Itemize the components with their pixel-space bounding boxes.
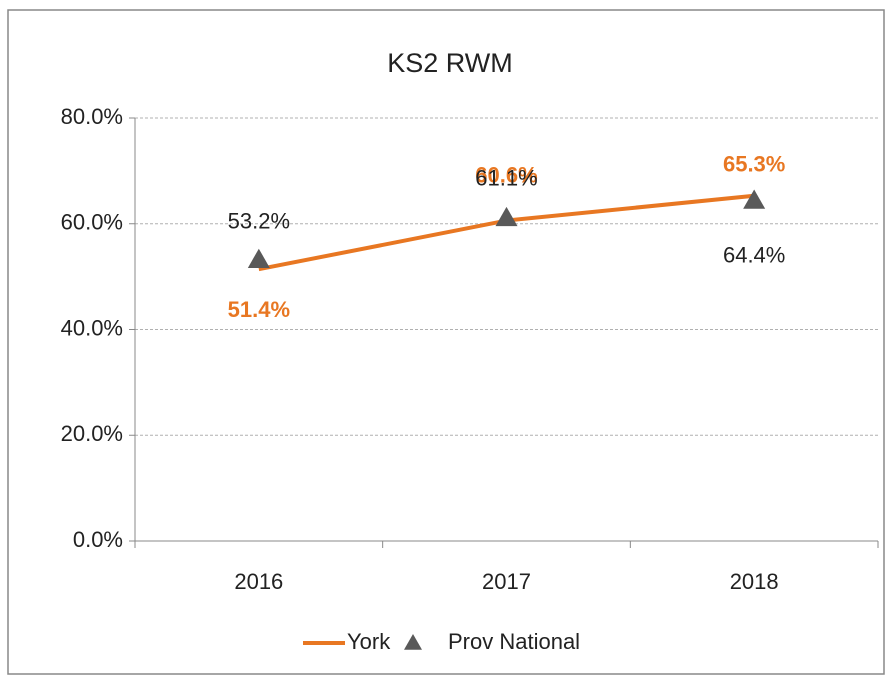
y-tick-label: 60.0%: [61, 210, 123, 235]
data-label: 64.4%: [723, 242, 785, 267]
legend-label: York: [347, 629, 391, 654]
marker: [247, 248, 270, 268]
y-tick-label: 40.0%: [61, 315, 123, 340]
x-tick-label: 2017: [482, 569, 531, 594]
data-label: 60.6%: [475, 162, 537, 187]
marker: [743, 189, 766, 209]
data-label: 61.1%: [475, 166, 537, 191]
legend-marker: [404, 634, 422, 650]
x-tick-label: 2016: [234, 569, 283, 594]
legend-label: Prov National: [448, 629, 580, 654]
y-tick-label: 0.0%: [73, 527, 123, 552]
y-tick-label: 20.0%: [61, 421, 123, 446]
data-label: 53.2%: [228, 209, 290, 234]
data-label: 51.4%: [228, 297, 290, 322]
marker: [495, 206, 518, 227]
y-tick-label: 80.0%: [61, 104, 123, 129]
data-label: 65.3%: [723, 152, 785, 177]
chart-border: [7, 9, 885, 675]
x-tick-label: 2018: [730, 569, 779, 594]
chart-title: KS2 RWM: [387, 48, 513, 78]
